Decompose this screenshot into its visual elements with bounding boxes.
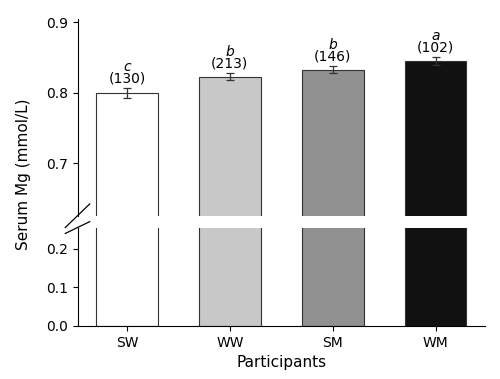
X-axis label: Participants: Participants: [236, 355, 326, 370]
Text: Serum Mg (mmol/L): Serum Mg (mmol/L): [16, 99, 31, 250]
Text: (102): (102): [417, 40, 454, 54]
Bar: [199, 77, 260, 379]
Text: a: a: [432, 29, 440, 43]
Text: (213): (213): [211, 56, 248, 70]
Bar: [96, 93, 158, 379]
Text: (130): (130): [108, 71, 146, 85]
Bar: [199, 8, 260, 326]
Bar: [302, 70, 364, 379]
Bar: [96, 17, 158, 326]
Text: (146): (146): [314, 49, 352, 63]
Text: c: c: [123, 60, 130, 74]
Text: b: b: [226, 45, 234, 59]
Bar: [404, 0, 466, 326]
Bar: [404, 61, 466, 379]
Bar: [302, 5, 364, 326]
Text: b: b: [328, 38, 337, 52]
